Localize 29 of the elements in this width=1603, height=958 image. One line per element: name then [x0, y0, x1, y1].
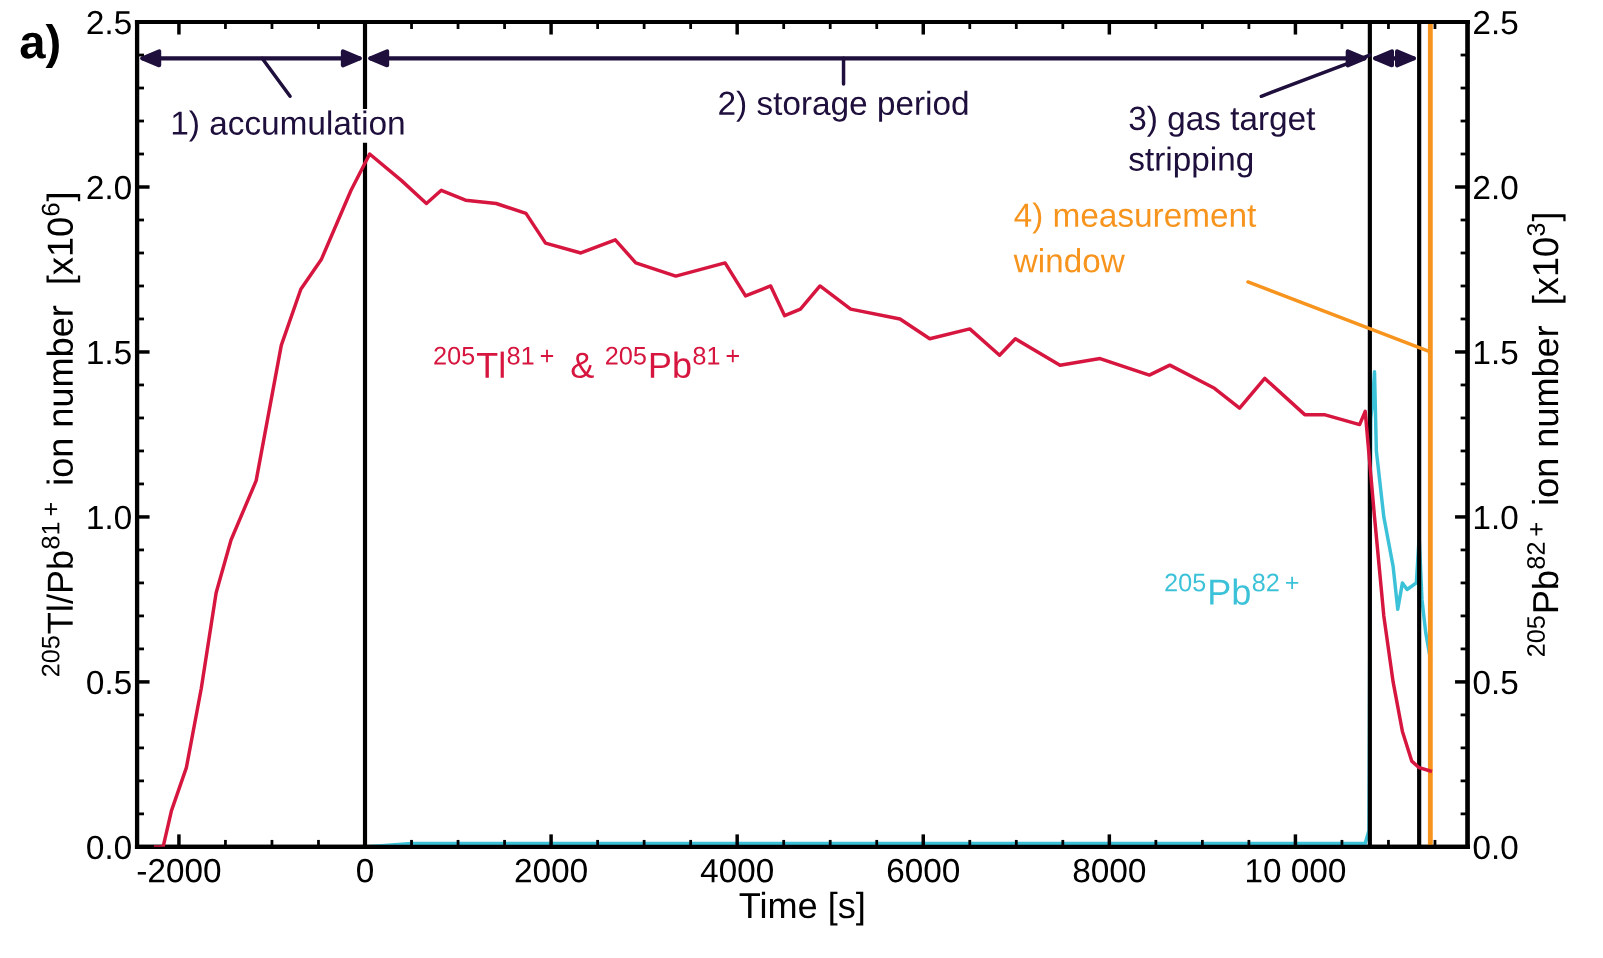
x-tick-label: 2000: [515, 858, 587, 883]
y-tick-label: 1.0: [88, 505, 131, 530]
y2-tick-label: 0.5: [1473, 670, 1518, 695]
y2-tick-label: 0.0: [1473, 835, 1518, 860]
annotation: 2) storage period: [719, 90, 968, 122]
x-tick-label: 8000: [1073, 858, 1146, 883]
x-tick-label: 10 000: [1246, 858, 1346, 883]
y2-tick-label: 2.5: [1474, 10, 1518, 35]
y2-tick-label: 1.0: [1474, 505, 1518, 530]
x-tick-label: 6000: [887, 858, 960, 883]
y-tick-label: 0.5: [87, 670, 131, 695]
ref-line-label: 4) measurement window: [1013, 202, 1257, 273]
text: a): [20, 23, 59, 68]
y-tick-label: 0.0: [87, 835, 131, 860]
annotation: 1) accumulation: [172, 110, 404, 142]
x-tick-label: 0: [357, 858, 373, 883]
x-tick-label: -2000: [137, 858, 221, 883]
y2-tick-label: 1.5: [1474, 341, 1518, 365]
x-axis-title: Time [s]: [739, 891, 864, 926]
y-tick-label: 2.5: [87, 10, 131, 35]
y-tick-label: 1.5: [88, 341, 131, 365]
x-tick-label: 4000: [700, 858, 773, 883]
series-label: $^{205}$Tl$^{81+}$ & $^{205}$Pb$^{81+}$: [434, 346, 739, 379]
y2-axis-title: $^{205}$Pb$^{82+}$ ion number [x10$^{3}$]: [1527, 214, 1566, 657]
y2-tick-label: 2.0: [1474, 175, 1518, 200]
series-label: $^{205}$Pb$^{82+}$: [1165, 573, 1299, 605]
y-tick-label: 2.0: [87, 175, 131, 200]
y-axis-title: $^{205}$Tl/Pb$^{81+}$ ion number [x10$^{6}$]: [41, 194, 81, 677]
annotation: 3) gas target stripping: [1129, 105, 1316, 178]
